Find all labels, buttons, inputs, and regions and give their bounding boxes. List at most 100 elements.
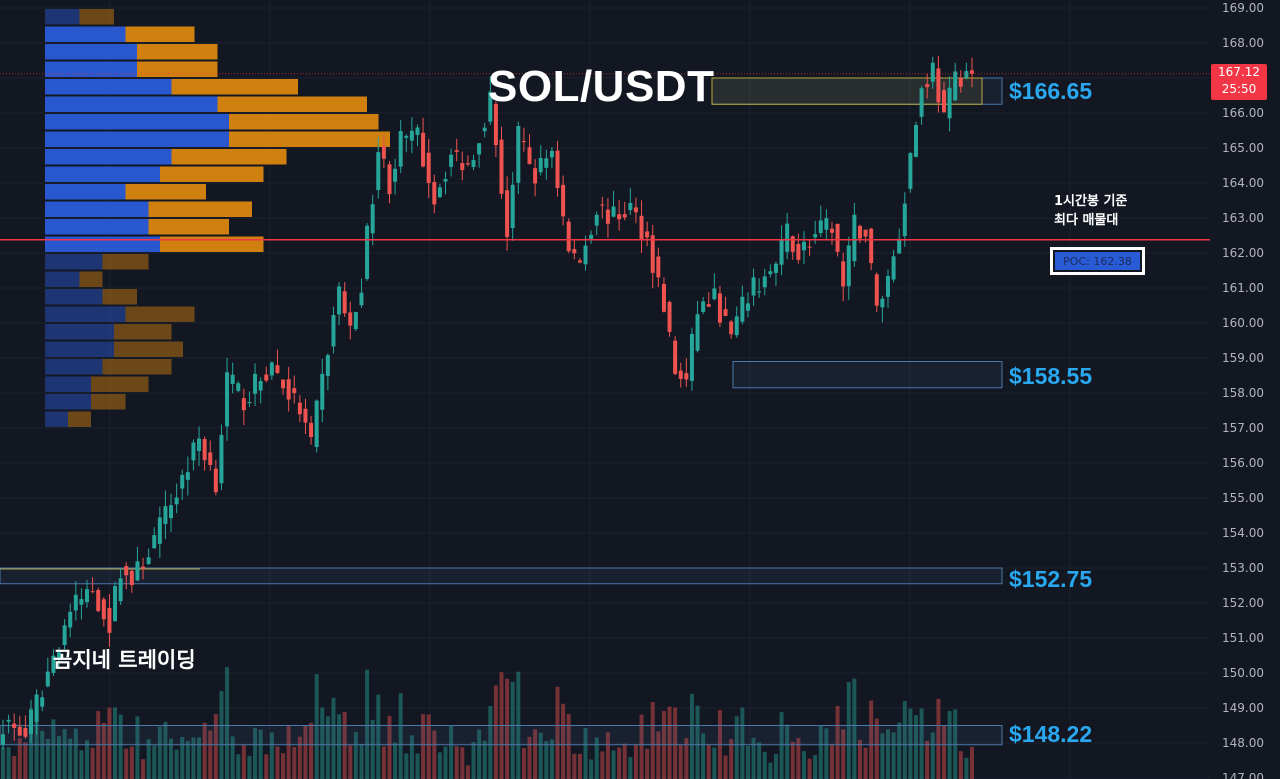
candle-body xyxy=(427,153,431,183)
candle-body xyxy=(953,71,957,100)
vp-sell-bar xyxy=(218,97,368,113)
chart-title: SOL/USDT xyxy=(488,62,714,112)
volume-bar xyxy=(343,712,347,779)
last-price: 167.12 xyxy=(1211,64,1267,81)
volume-bar xyxy=(91,748,95,779)
candle-body xyxy=(270,362,274,375)
volume-bar xyxy=(186,741,190,779)
volume-bar xyxy=(724,755,728,779)
candle-body xyxy=(79,599,83,605)
candle-body xyxy=(880,299,884,308)
vp-sell-bar xyxy=(149,202,253,218)
volume-bar xyxy=(550,740,554,779)
candle-body xyxy=(382,146,386,159)
vp-sell-bar xyxy=(160,237,264,253)
candle-body xyxy=(668,302,672,332)
vp-buy-bar xyxy=(45,132,229,148)
candle-body xyxy=(85,589,89,602)
vp-buy-bar xyxy=(45,9,80,25)
volume-bar xyxy=(791,742,795,779)
volume-bar xyxy=(522,748,526,779)
candle-body xyxy=(645,231,649,237)
volume-bar xyxy=(617,748,621,779)
candle-body xyxy=(651,235,655,273)
candle-body xyxy=(561,185,565,216)
candle-body xyxy=(768,271,772,274)
candle-body xyxy=(533,168,537,183)
candle-body xyxy=(191,443,195,461)
volume-bar xyxy=(964,758,968,779)
volume-bar xyxy=(382,746,386,779)
poc-label-box: POC: 162.38 xyxy=(1050,247,1145,275)
candle-body xyxy=(942,90,946,112)
candle-body xyxy=(852,215,856,261)
candle-body xyxy=(505,190,509,237)
candle-body xyxy=(511,185,515,228)
candle-body xyxy=(135,561,139,580)
vp-sell-bar xyxy=(149,219,230,235)
candle-body xyxy=(791,236,795,251)
candle-body xyxy=(119,578,123,601)
candle-body xyxy=(819,220,823,233)
candle-body xyxy=(964,71,968,78)
poc-note: 1시간봉 기준 최다 매물대 xyxy=(1054,192,1127,230)
candle-body xyxy=(387,164,391,194)
volume-bar xyxy=(292,747,296,779)
candle-body xyxy=(948,88,952,119)
candle-body xyxy=(864,230,868,237)
candle-body xyxy=(343,291,347,313)
vp-sell-bar xyxy=(229,114,379,130)
volume-bar xyxy=(130,747,134,779)
candle-body xyxy=(628,203,632,210)
candle-body xyxy=(63,625,67,645)
candle-body xyxy=(281,380,285,389)
candle-body xyxy=(259,381,263,391)
volume-bar xyxy=(578,754,582,779)
volume-bar xyxy=(712,748,716,779)
candle-body xyxy=(74,595,78,611)
volume-bar xyxy=(628,757,632,779)
brand-watermark: 곰지네 트레이딩 xyxy=(53,644,196,674)
candle-body xyxy=(399,131,403,167)
candle-body xyxy=(29,710,33,734)
vp-buy-bar xyxy=(45,219,149,235)
candle-body xyxy=(612,207,616,217)
candle-body xyxy=(869,229,873,263)
candle-body xyxy=(46,672,50,687)
candle-body xyxy=(197,439,201,451)
price-tick-label: 162.00 xyxy=(1222,246,1264,260)
last-price-tag: 167.12 25:50 xyxy=(1211,64,1267,100)
candle-body xyxy=(606,210,610,224)
candle-body xyxy=(186,472,190,480)
vp-buy-bar xyxy=(45,79,172,95)
candle-body xyxy=(920,88,924,117)
volume-bar xyxy=(12,756,16,779)
candle-body xyxy=(673,341,677,374)
candle-body xyxy=(12,724,16,728)
volume-bar xyxy=(443,747,447,779)
vp-sell-bar xyxy=(103,289,138,305)
bar-countdown: 25:50 xyxy=(1211,81,1267,98)
candle-body xyxy=(7,720,11,722)
vp-sell-bar xyxy=(68,412,91,428)
volume-bar xyxy=(359,744,363,779)
candle-body xyxy=(500,140,504,194)
candle-body xyxy=(595,215,599,226)
candle-body xyxy=(841,261,845,286)
vp-sell-bar xyxy=(126,184,207,200)
candle-body xyxy=(225,372,229,426)
candle-body xyxy=(483,128,487,132)
candle-body xyxy=(326,355,330,376)
candle-body xyxy=(130,571,134,585)
vp-buy-bar xyxy=(45,359,103,375)
candle-body xyxy=(163,506,167,524)
volume-bar xyxy=(438,752,442,779)
zone-label-166: $166.65 xyxy=(1009,78,1092,105)
poc-note-line2: 최다 매물대 xyxy=(1054,211,1127,230)
candle-body xyxy=(169,505,173,518)
volume-bar xyxy=(572,754,576,779)
candle-body xyxy=(836,224,840,252)
price-tick-label: 152.00 xyxy=(1222,596,1264,610)
vp-buy-bar xyxy=(45,62,137,78)
volume-bar xyxy=(830,744,834,779)
